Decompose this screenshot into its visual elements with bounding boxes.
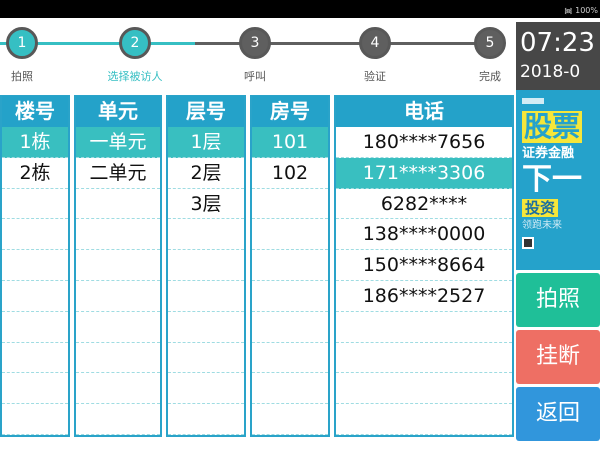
building-row <box>2 343 68 374</box>
advertisement[interactable]: 股票 证券金融 下一 投资 领跑未来 <box>516 90 600 270</box>
floor-row[interactable]: 1层 <box>168 127 244 158</box>
building-row <box>2 312 68 343</box>
unit-row <box>76 404 160 435</box>
hangup-button[interactable]: 挂断 <box>516 330 600 384</box>
building-row[interactable]: 1栋 <box>2 127 68 158</box>
progress-steps: 1 拍照 2 选择被访人 3 呼叫 4 验证 5 完成 <box>0 18 514 90</box>
room-row <box>252 312 328 343</box>
back-button[interactable]: 返回 <box>516 387 600 441</box>
building-row <box>2 404 68 435</box>
unit-row <box>76 281 160 312</box>
unit-row <box>76 189 160 220</box>
unit-row[interactable]: 二单元 <box>76 158 160 189</box>
ad-slogan: 领跑未来 <box>522 220 562 231</box>
building-header: 楼号 <box>2 96 68 127</box>
room-row[interactable]: 101 <box>252 127 328 158</box>
side-panel: 07:23 2018-0 股票 证券金融 下一 投资 领跑未来 拍照 挂断 返回 <box>516 22 600 441</box>
step-4-label: 验证 <box>364 70 386 83</box>
step-1-label: 拍照 <box>11 70 33 83</box>
progress-line-done <box>0 42 195 45</box>
floor-row <box>168 281 244 312</box>
floor-column: 层号 1层 2层 3层 <box>166 95 246 437</box>
phone-row <box>336 312 512 343</box>
phone-row <box>336 343 512 374</box>
floor-row <box>168 343 244 374</box>
date: 2018-0 <box>520 62 581 82</box>
step-1-circle: 1 <box>6 27 38 59</box>
room-row <box>252 373 328 405</box>
room-row <box>252 343 328 374</box>
ad-headline: 股票 <box>522 110 583 143</box>
building-row[interactable]: 2栋 <box>2 158 68 189</box>
room-row <box>252 219 328 251</box>
phone-row[interactable]: 180****7656 <box>336 127 512 158</box>
step-5-label: 完成 <box>479 70 501 83</box>
building-row <box>2 373 68 405</box>
room-row <box>252 250 328 281</box>
phone-column: 电话 180****7656 171****3306 6282**** 138****0… <box>334 95 514 437</box>
floor-row <box>168 219 244 251</box>
phone-row <box>336 373 512 405</box>
phone-row[interactable]: 150****8664 <box>336 250 512 281</box>
phone-row <box>336 404 512 435</box>
building-column: 楼号 1栋 2栋 <box>0 95 70 437</box>
ad-subtitle: 证券金融 <box>522 146 575 161</box>
step-2-circle: 2 <box>119 27 151 59</box>
qr-code-icon <box>522 237 534 249</box>
phone-row[interactable]: 6282**** <box>336 189 512 220</box>
step-3-label: 呼叫 <box>244 70 266 83</box>
unit-row[interactable]: 一单元 <box>76 127 160 158</box>
photo-button[interactable]: 拍照 <box>516 273 600 327</box>
wifi-icon: ᯼ <box>564 6 576 15</box>
time: 07:23 <box>520 28 595 58</box>
step-5-circle: 5 <box>474 27 506 59</box>
progress-line-pending <box>195 42 490 45</box>
floor-row[interactable]: 3层 <box>168 189 244 220</box>
unit-row <box>76 312 160 343</box>
floor-row <box>168 312 244 343</box>
step-2-label: 选择被访人 <box>107 70 163 83</box>
unit-row <box>76 250 160 281</box>
status-bar: ᯼ 100% <box>0 0 600 18</box>
ad-text: 下一 <box>522 162 582 197</box>
floor-header: 层号 <box>168 96 244 127</box>
building-row <box>2 250 68 281</box>
ad-logo <box>522 98 544 104</box>
phone-row[interactable]: 171****3306 <box>336 157 512 189</box>
building-row <box>2 281 68 312</box>
room-row <box>252 189 328 220</box>
battery-level: 100% <box>575 6 598 15</box>
unit-row <box>76 373 160 405</box>
clock: 07:23 2018-0 <box>516 22 600 90</box>
phone-row[interactable]: 186****2527 <box>336 281 512 312</box>
room-column: 房号 101 102 <box>250 95 330 437</box>
room-row[interactable]: 102 <box>252 158 328 189</box>
unit-column: 单元 一单元 二单元 <box>74 95 162 437</box>
phone-header: 电话 <box>336 96 512 127</box>
ad-tag: 投资 <box>522 199 559 217</box>
floor-row <box>168 404 244 435</box>
floor-row[interactable]: 2层 <box>168 158 244 189</box>
building-row <box>2 189 68 220</box>
floor-row <box>168 373 244 405</box>
floor-row <box>168 250 244 281</box>
room-header: 房号 <box>252 96 328 127</box>
unit-row <box>76 219 160 251</box>
unit-row <box>76 343 160 374</box>
room-row <box>252 404 328 435</box>
step-3-circle: 3 <box>239 27 271 59</box>
step-4-circle: 4 <box>359 27 391 59</box>
room-row <box>252 281 328 312</box>
building-row <box>2 219 68 251</box>
phone-row[interactable]: 138****0000 <box>336 219 512 251</box>
unit-header: 单元 <box>76 96 160 127</box>
